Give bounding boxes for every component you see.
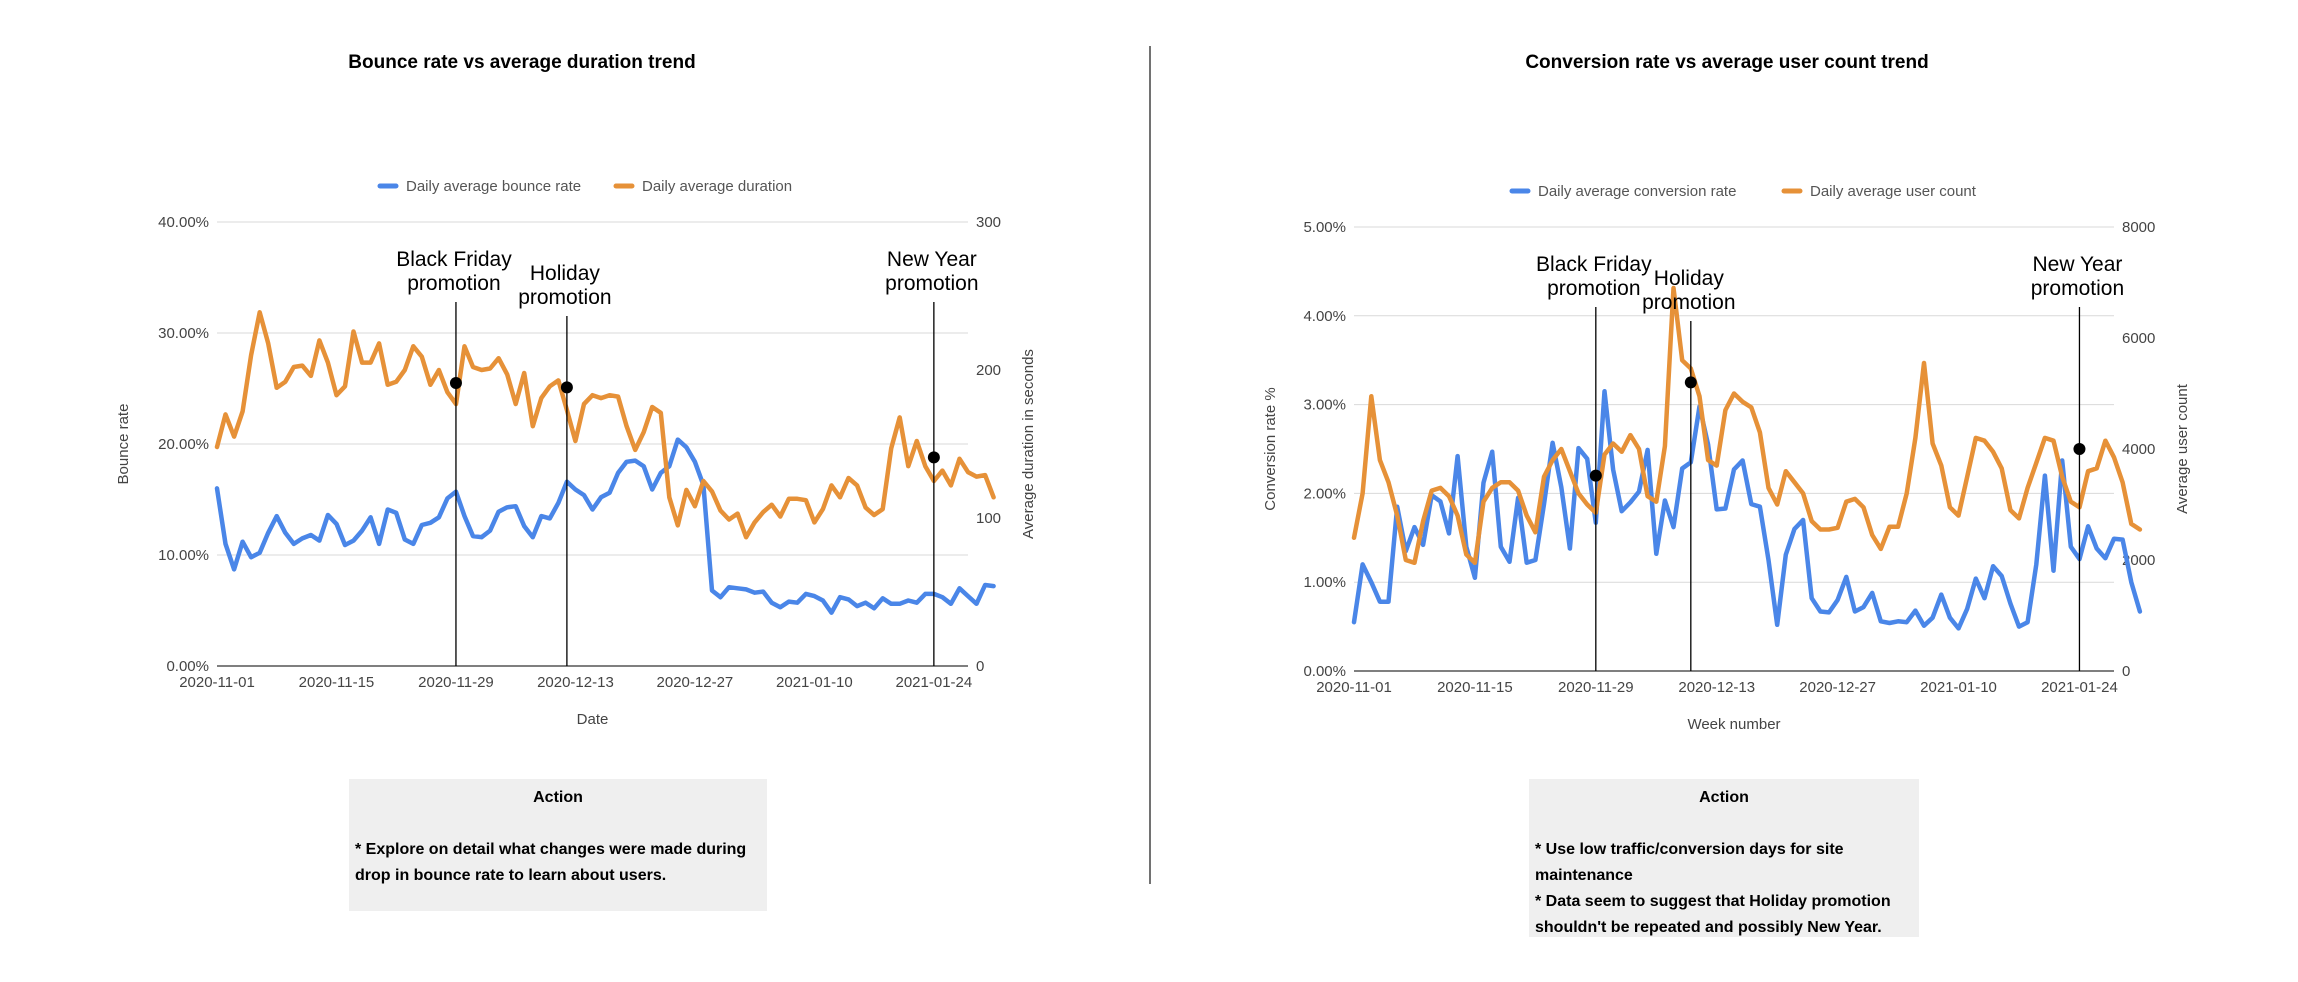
chart-title: Conversion rate vs average user count tr… — [1525, 52, 1928, 73]
annotation-label: promotion — [1642, 291, 1735, 314]
action-text-line: maintenance — [1535, 867, 1633, 884]
series-line-orange — [1351, 285, 2143, 566]
annotation-label: Holiday — [530, 262, 601, 285]
annotation-marker — [927, 451, 940, 464]
series-line-blue — [1351, 389, 2143, 631]
annotation-marker — [449, 376, 462, 389]
annotation-marker — [560, 381, 573, 394]
y-left-tick-label: 20.00% — [158, 436, 209, 453]
annotation-marker — [2073, 443, 2086, 455]
action-box-conversion: Action * Use low traffic/conversion days… — [1529, 779, 1919, 937]
action-title: Action — [533, 789, 583, 806]
x-tick-label: 2021-01-10 — [1920, 679, 1997, 696]
y-right-tick-label: 2000 — [2122, 552, 2155, 569]
annotation-label: Black Friday — [396, 248, 512, 271]
y-left-tick-label: 4.00% — [1303, 308, 1346, 325]
annotation-marker — [1589, 469, 1602, 482]
annotation-label: promotion — [518, 286, 611, 309]
x-tick-label: 2021-01-10 — [776, 674, 853, 691]
conversion-usercount-chart: Conversion rate vs average user count tr… — [1262, 52, 2191, 733]
annotation-label: Holiday — [1654, 267, 1725, 290]
action-text-line: * Data seem to suggest that Holiday prom… — [1535, 893, 1891, 910]
x-tick-label: 2021-01-24 — [895, 674, 972, 691]
y-left-tick-label: 0.00% — [1303, 663, 1346, 680]
x-tick-label: 2020-11-01 — [1316, 679, 1392, 696]
legend-label: Daily average bounce rate — [406, 178, 581, 195]
y-right-tick-label: 200 — [976, 362, 1001, 379]
x-tick-label: 2020-11-15 — [1437, 679, 1513, 696]
action-text-line: drop in bounce rate to learn about users… — [355, 867, 667, 884]
action-text-line: shouldn't be repeated and possibly New Y… — [1535, 919, 1882, 936]
y-left-tick-label: 1.00% — [1303, 574, 1346, 591]
x-axis-title: Date — [577, 711, 609, 728]
y-left-tick-label: 40.00% — [158, 214, 209, 231]
action-title: Action — [1699, 789, 1749, 806]
y-left-tick-label: 2.00% — [1303, 485, 1346, 502]
y-left-tick-label: 3.00% — [1303, 397, 1346, 414]
legend-label: Daily average user count — [1810, 183, 1977, 200]
annotation-label: New Year — [2033, 253, 2123, 276]
y-right-tick-label: 0 — [976, 658, 984, 675]
series-line-blue — [214, 437, 996, 615]
x-tick-label: 2021-01-24 — [2041, 679, 2118, 696]
chart-title: Bounce rate vs average duration trend — [348, 52, 695, 73]
action-text-line: * Use low traffic/conversion days for si… — [1535, 841, 1844, 858]
y-right-tick-label: 0 — [2122, 663, 2130, 680]
legend-label: Daily average conversion rate — [1538, 183, 1736, 200]
y-left-tick-label: 5.00% — [1303, 219, 1346, 236]
y-left-tick-label: 30.00% — [158, 325, 209, 342]
y-right-axis-title: Average user count — [2174, 383, 2191, 514]
x-tick-label: 2020-11-29 — [418, 674, 494, 691]
y-right-axis-title: Average duration in seconds — [1020, 349, 1037, 539]
legend-label: Daily average duration — [642, 178, 792, 195]
annotation-label: promotion — [1547, 277, 1640, 300]
y-left-axis-title: Conversion rate % — [1262, 387, 1279, 510]
x-axis-title: Week number — [1687, 716, 1780, 733]
y-left-tick-label: 0.00% — [166, 658, 209, 675]
x-tick-label: 2020-12-27 — [657, 674, 734, 691]
y-right-tick-label: 100 — [976, 510, 1001, 527]
x-tick-label: 2020-12-27 — [1799, 679, 1876, 696]
action-text-line: * Explore on detail what changes were ma… — [355, 841, 747, 858]
x-tick-label: 2020-12-13 — [1678, 679, 1755, 696]
series-line-orange — [214, 310, 996, 540]
annotation-marker — [1684, 376, 1697, 389]
x-tick-label: 2020-11-29 — [1558, 679, 1634, 696]
annotation-label: promotion — [407, 272, 500, 295]
y-right-tick-label: 8000 — [2122, 219, 2155, 236]
x-tick-label: 2020-11-15 — [299, 674, 375, 691]
y-right-tick-label: 300 — [976, 214, 1001, 231]
y-left-tick-label: 10.00% — [158, 547, 209, 564]
action-box-bounce: Action * Explore on detail what changes … — [349, 779, 767, 911]
annotation-label: New Year — [887, 248, 977, 271]
y-left-axis-title: Bounce rate — [115, 404, 132, 485]
x-tick-label: 2020-12-13 — [537, 674, 614, 691]
annotation-label: promotion — [2031, 277, 2124, 300]
bounce-duration-chart: Bounce rate vs average duration trend 0.0… — [115, 52, 1037, 728]
annotation-label: Black Friday — [1536, 253, 1652, 276]
x-tick-label: 2020-11-01 — [179, 674, 255, 691]
annotation-label: promotion — [885, 272, 978, 295]
y-right-tick-label: 6000 — [2122, 330, 2155, 347]
y-right-tick-label: 4000 — [2122, 441, 2155, 458]
